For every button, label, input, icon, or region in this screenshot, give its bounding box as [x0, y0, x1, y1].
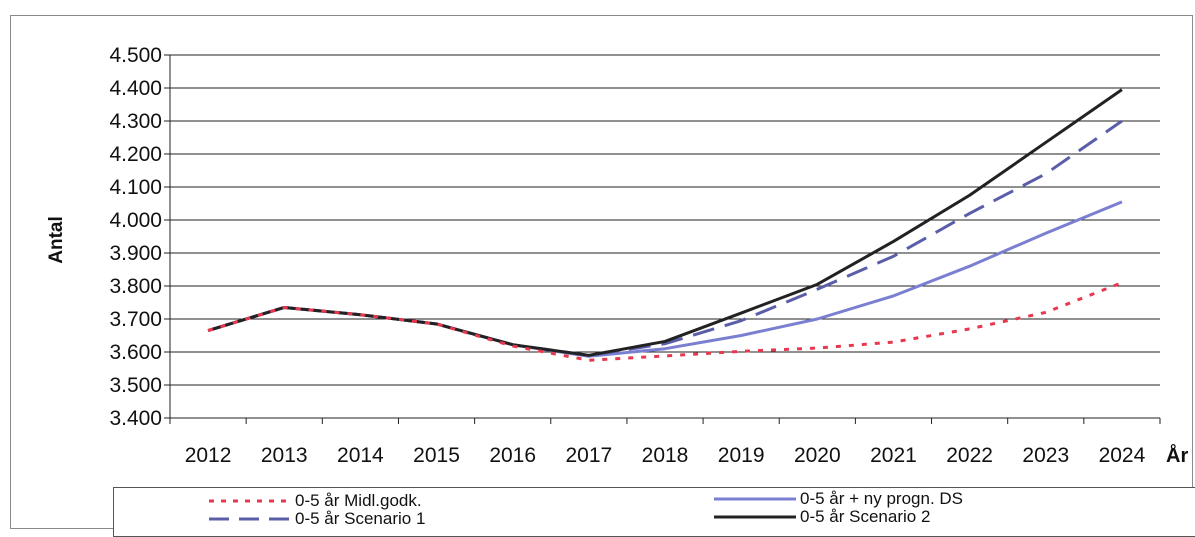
x-tick-label: 2024: [1099, 444, 1146, 467]
legend-swatch-solid-black: [714, 515, 796, 519]
x-tick-label: 2013: [261, 444, 308, 467]
y-axis-title: Antal: [46, 216, 67, 264]
x-tick-label: 2017: [565, 444, 612, 467]
x-tick-label: 2016: [489, 444, 536, 467]
legend-swatch-dotted: [209, 499, 291, 503]
y-tick-label: 4.200: [109, 143, 162, 166]
legend-label: 0-5 år Midl.godk.: [295, 491, 422, 510]
series-line-3: [207, 88, 1123, 357]
y-tick-label: 3.700: [109, 308, 162, 331]
x-tick-label: 2019: [718, 444, 765, 467]
series-line-0: [207, 281, 1123, 362]
legend-swatch-solid-blue: [714, 497, 796, 501]
x-axis-title: År: [1166, 443, 1188, 467]
y-tick-label: 3.500: [109, 374, 162, 397]
legend-item-scenario-2: 0-5 år Scenario 2: [714, 508, 930, 526]
legend-label: 0-5 år Scenario 1: [295, 509, 426, 528]
legend-swatch-dashed: [209, 517, 291, 521]
x-tick-label: 2012: [185, 444, 232, 467]
series-line-1: [207, 200, 1123, 358]
y-tick-label: 3.600: [109, 341, 162, 364]
y-tick-label: 4.000: [109, 209, 162, 232]
series-line-2: [207, 119, 1123, 357]
legend-item-midl-godk: 0-5 år Midl.godk.: [209, 492, 422, 510]
y-tick-label: 4.500: [109, 44, 162, 67]
x-tick-label: 2018: [642, 444, 689, 467]
x-tick-label: 2023: [1022, 444, 1069, 467]
x-tick-label: 2015: [413, 444, 460, 467]
legend-label: 0-5 år Scenario 2: [800, 507, 931, 526]
x-tick-label: 2014: [337, 444, 384, 467]
y-tick-label: 3.900: [109, 242, 162, 265]
y-tick-label: 3.800: [109, 275, 162, 298]
legend-label: 0-5 år + ny progn. DS: [800, 489, 964, 508]
x-tick-label: 2022: [946, 444, 993, 467]
y-tick-label: 4.400: [109, 77, 162, 100]
legend-item-ny-progn: 0-5 år + ny progn. DS: [714, 490, 963, 508]
x-tick-label: 2021: [870, 444, 917, 467]
legend: 0-5 år Midl.godk. 0-5 år Scenario 1 0-5 …: [113, 487, 1195, 537]
x-tick-label: 2020: [794, 444, 841, 467]
legend-item-scenario-1: 0-5 år Scenario 1: [209, 510, 425, 528]
y-tick-label: 4.100: [109, 176, 162, 199]
y-tick-label: 3.400: [109, 407, 162, 430]
y-tick-label: 4.300: [109, 110, 162, 133]
